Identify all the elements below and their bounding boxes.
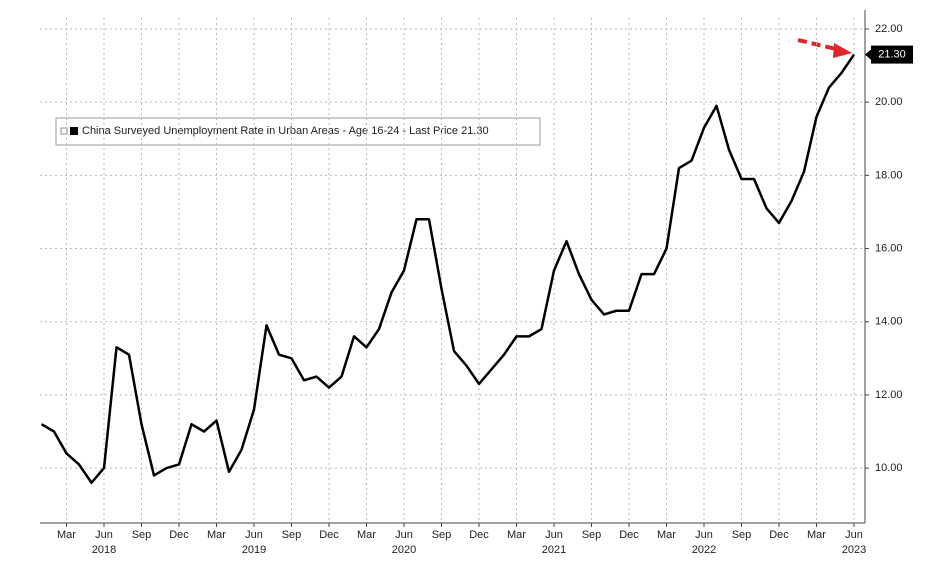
legend-swatch: [70, 127, 78, 135]
x-tick-label: Sep: [132, 529, 152, 541]
year-label: 2022: [692, 544, 716, 556]
x-tick-label: Mar: [357, 529, 376, 541]
x-tick-label: Sep: [582, 529, 602, 541]
x-tick-label: Dec: [769, 529, 789, 541]
x-tick-label: Jun: [845, 529, 863, 541]
x-tick-label: Dec: [619, 529, 639, 541]
year-label: 2019: [242, 544, 266, 556]
x-tick-label: Mar: [807, 529, 826, 541]
y-tick-label: 12.00: [875, 389, 903, 401]
year-label: 2018: [92, 544, 116, 556]
x-tick-label: Jun: [95, 529, 113, 541]
last-price-box: [871, 45, 913, 64]
x-tick-label: Jun: [545, 529, 563, 541]
x-tick-label: Jun: [245, 529, 263, 541]
year-label: 2020: [392, 544, 416, 556]
last-price-label: 21.30: [878, 49, 906, 61]
x-tick-label: Sep: [282, 529, 302, 541]
x-tick-label: Jun: [395, 529, 413, 541]
y-tick-label: 10.00: [875, 462, 903, 474]
y-tick-label: 16.00: [875, 242, 903, 254]
y-tick-label: 20.00: [875, 96, 903, 108]
legend-text: China Surveyed Unemployment Rate in Urba…: [82, 125, 489, 137]
x-tick-label: Mar: [57, 529, 76, 541]
y-tick-label: 22.00: [875, 23, 903, 35]
x-tick-label: Dec: [169, 529, 189, 541]
x-tick-label: Mar: [507, 529, 526, 541]
x-tick-label: Mar: [207, 529, 226, 541]
line-series: [40, 53, 856, 484]
year-label: 2023: [842, 544, 866, 556]
y-tick-label: 18.00: [875, 169, 903, 181]
x-tick-label: Dec: [319, 529, 339, 541]
x-tick-label: Mar: [657, 529, 676, 541]
x-tick-label: Sep: [432, 529, 452, 541]
legend-box: [55, 117, 541, 146]
x-tick-label: Jun: [695, 529, 713, 541]
legend-icon: [60, 127, 68, 135]
x-tick-label: Sep: [732, 529, 752, 541]
annotation-arrow: [797, 38, 852, 58]
x-tick-label: Dec: [469, 529, 489, 541]
year-label: 2021: [542, 544, 566, 556]
last-price-pointer: [865, 48, 872, 61]
y-tick-label: 14.00: [875, 316, 903, 328]
